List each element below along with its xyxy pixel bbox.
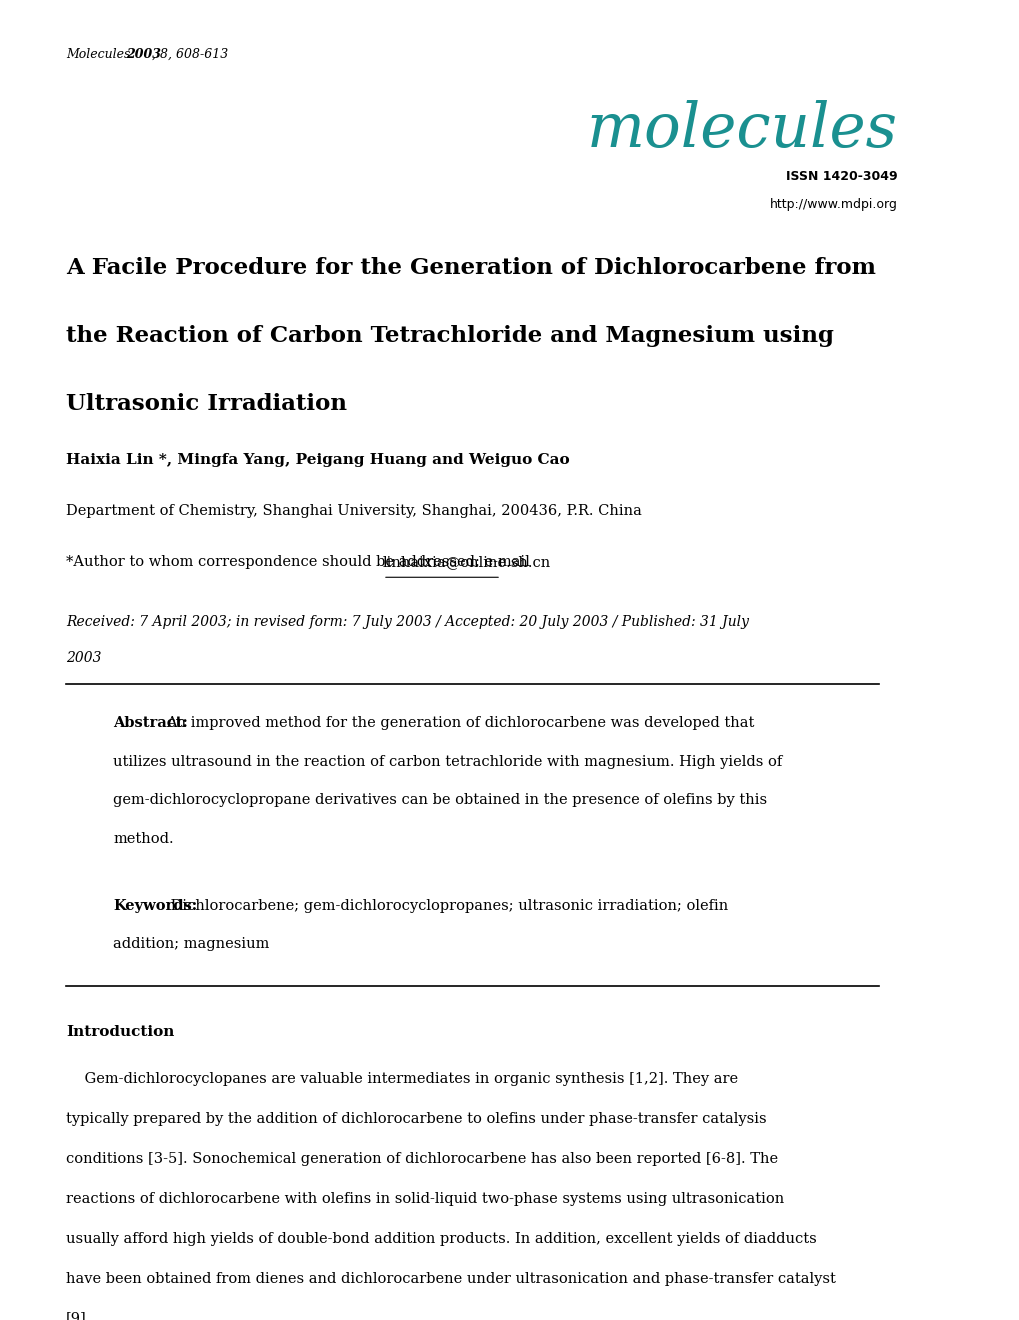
Text: Molecules: Molecules [66,48,135,61]
Text: linhaixia@online.sh.cn: linhaixia@online.sh.cn [382,556,550,569]
Text: [9].: [9]. [66,1311,92,1320]
Text: ISSN 1420-3049: ISSN 1420-3049 [786,170,897,182]
Text: the Reaction of Carbon Tetrachloride and Magnesium using: the Reaction of Carbon Tetrachloride and… [66,325,834,347]
Text: , 8, 608-613: , 8, 608-613 [152,48,228,61]
Text: A Facile Procedure for the Generation of Dichlorocarbene from: A Facile Procedure for the Generation of… [66,257,875,279]
Text: Haixia Lin *, Mingfa Yang, Peigang Huang and Weiguo Cao: Haixia Lin *, Mingfa Yang, Peigang Huang… [66,453,570,466]
Text: Introduction: Introduction [66,1024,174,1039]
Text: Ultrasonic Irradiation: Ultrasonic Irradiation [66,393,346,416]
Text: http://www.mdpi.org: http://www.mdpi.org [769,198,897,211]
Text: Abstract:: Abstract: [113,717,189,730]
Text: An improved method for the generation of dichlorocarbene was developed that: An improved method for the generation of… [166,717,754,730]
Text: *Author to whom correspondence should be addressed: e-mail: *Author to whom correspondence should be… [66,556,534,569]
Text: reactions of dichlorocarbene with olefins in solid-liquid two-phase systems usin: reactions of dichlorocarbene with olefin… [66,1192,784,1205]
Text: 2003: 2003 [66,651,102,664]
Text: Dichlorocarbene; gem-dichlorocyclopropanes; ultrasonic irradiation; olefin: Dichlorocarbene; gem-dichlorocyclopropan… [166,899,728,912]
Text: Received: 7 April 2003; in revised form: 7 July 2003 / Accepted: 20 July 2003 / : Received: 7 April 2003; in revised form:… [66,615,748,628]
Text: typically prepared by the addition of dichlorocarbene to olefins under phase-tra: typically prepared by the addition of di… [66,1113,766,1126]
Text: molecules: molecules [587,100,897,160]
Text: gem-dichlorocyclopropane derivatives can be obtained in the presence of olefins : gem-dichlorocyclopropane derivatives can… [113,793,767,808]
Text: Gem-dichlorocyclopanes are valuable intermediates in organic synthesis [1,2]. Th: Gem-dichlorocyclopanes are valuable inte… [66,1072,738,1086]
Text: utilizes ultrasound in the reaction of carbon tetrachloride with magnesium. High: utilizes ultrasound in the reaction of c… [113,755,782,768]
Text: addition; magnesium: addition; magnesium [113,937,270,952]
Text: have been obtained from dienes and dichlorocarbene under ultrasonication and pha: have been obtained from dienes and dichl… [66,1271,836,1286]
Text: usually afford high yields of double-bond addition products. In addition, excell: usually afford high yields of double-bon… [66,1232,816,1246]
Text: conditions [3-5]. Sonochemical generation of dichlorocarbene has also been repor: conditions [3-5]. Sonochemical generatio… [66,1152,777,1166]
Text: Keywords:: Keywords: [113,899,198,912]
Text: 2003: 2003 [125,48,161,61]
Text: Department of Chemistry, Shanghai University, Shanghai, 200436, P.R. China: Department of Chemistry, Shanghai Univer… [66,504,641,517]
Text: method.: method. [113,832,174,846]
